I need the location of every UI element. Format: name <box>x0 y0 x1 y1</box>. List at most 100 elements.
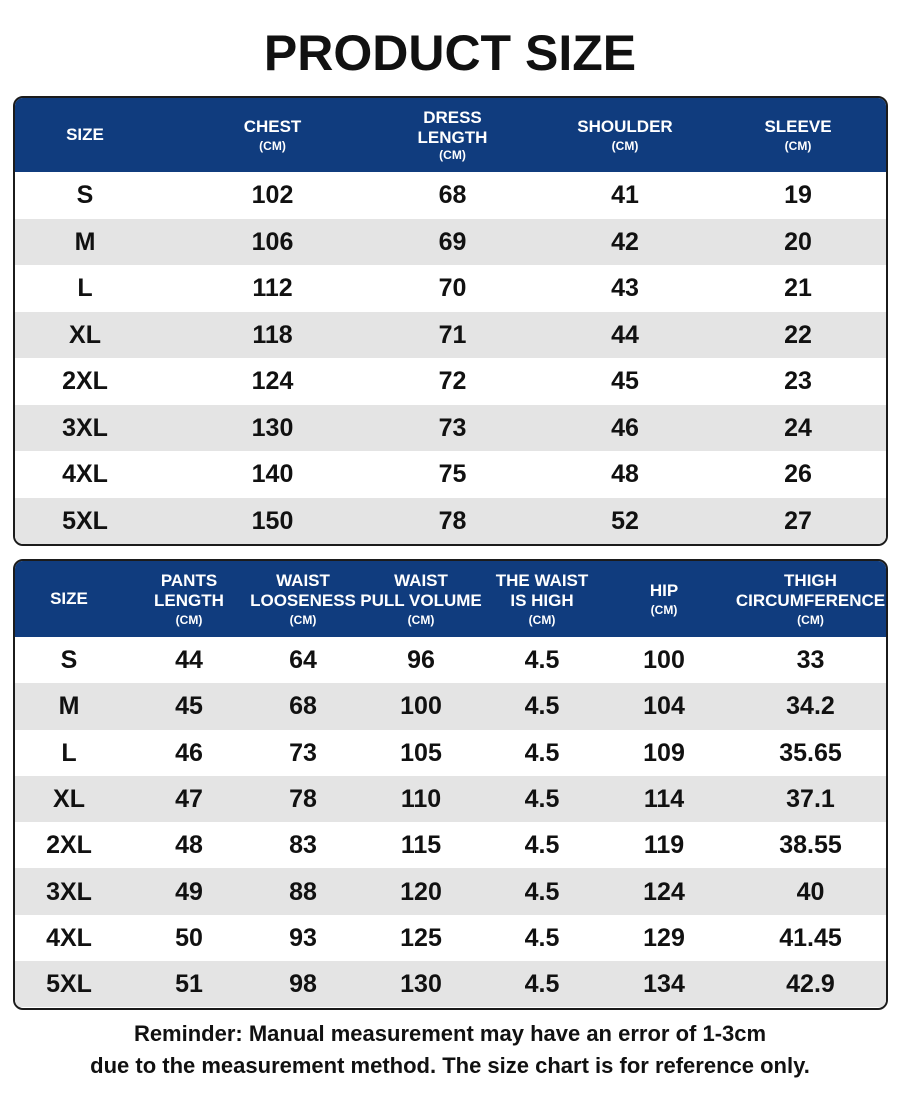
table-row: 5XL 150 78 52 27 <box>15 497 886 544</box>
table-body: S 102 68 41 19 M 106 69 42 20 L 112 70 43 21 XL 118 71 44 2… <box>15 172 886 544</box>
table-cell: 24 <box>784 413 812 442</box>
table-row: 2XL 48 83 115 4.5 119 38.55 <box>15 822 886 868</box>
table-cell: 104 <box>643 692 685 721</box>
table-row: M 45 68 100 4.5 104 34.2 <box>15 683 886 730</box>
bottom-size-table: SIZE PANTS LENGTH (CM) WAIST LOOSENESS (CM) WAI… <box>13 559 888 1010</box>
table-cell: 105 <box>400 738 442 767</box>
table-cell: 75 <box>438 460 467 489</box>
table-cell: 4.5 <box>524 692 560 721</box>
table-cell: 120 <box>400 877 442 906</box>
table-row: 3XL 130 73 46 24 <box>15 404 886 451</box>
table-cell: 3XL <box>62 413 108 442</box>
table-row: 5XL 51 98 130 4.5 134 42.9 <box>15 961 886 1008</box>
header-size: SIZE <box>66 125 104 144</box>
table-cell: 134 <box>643 970 685 999</box>
table-cell: S <box>76 181 94 210</box>
table-cell: 71 <box>438 320 467 349</box>
table-cell: 100 <box>400 692 442 721</box>
table-cell: 5XL <box>62 506 108 535</box>
table-cell: 93 <box>289 923 317 952</box>
table-cell: 102 <box>251 181 294 210</box>
table-cell: 140 <box>251 460 294 489</box>
table-cell: 130 <box>400 970 442 999</box>
table-cell: 130 <box>251 413 294 442</box>
table-cell: 72 <box>438 367 467 396</box>
table-cell: 46 <box>611 413 639 442</box>
table-cell: 96 <box>407 646 435 675</box>
table-header: SIZE CHEST (CM) DRESS LENGTH (CM) SHOULD… <box>15 98 886 172</box>
header-chest: CHEST (CM) <box>243 116 302 153</box>
table-cell: 129 <box>643 923 685 952</box>
table-cell: L <box>77 274 93 303</box>
table-cell: 78 <box>438 506 467 535</box>
table-row: XL 47 78 110 4.5 114 37.1 <box>15 775 886 823</box>
table-cell: 34.2 <box>786 692 835 721</box>
table-cell: 4.5 <box>524 923 560 952</box>
table-cell: 5XL <box>46 970 92 999</box>
table-body: S 44 64 96 4.5 100 33 M 45 68 100 4.5 104 34.2 L 46 73 10… <box>15 637 886 1008</box>
table-cell: 26 <box>784 460 812 489</box>
table-cell: 100 <box>643 646 685 675</box>
table-cell: 44 <box>175 646 203 675</box>
table-cell: 33 <box>796 646 825 675</box>
reminder-note: Reminder: Manual measurement may have an… <box>0 1018 900 1082</box>
table-cell: 73 <box>289 738 317 767</box>
table-cell: 52 <box>611 506 639 535</box>
table-cell: 19 <box>784 181 812 210</box>
table-cell: M <box>58 692 80 721</box>
table-cell: 118 <box>252 320 293 349</box>
reminder-line: Reminder: Manual measurement may have an… <box>133 1021 767 1046</box>
table-row: S 44 64 96 4.5 100 33 <box>15 637 886 683</box>
table-cell: 21 <box>784 274 812 303</box>
table-cell: 46 <box>175 738 203 767</box>
table-cell: 4.5 <box>524 646 560 675</box>
table-cell: 45 <box>175 692 203 721</box>
table-cell: XL <box>53 785 85 814</box>
table-cell: XL <box>69 320 101 349</box>
table-cell: 48 <box>175 831 203 860</box>
table-cell: 83 <box>289 831 317 860</box>
table-cell: 73 <box>438 413 467 442</box>
table-cell: 45 <box>611 367 639 396</box>
table-cell: 119 <box>643 831 685 860</box>
table-cell: 106 <box>251 227 294 256</box>
header-hip: HIP (CM) <box>649 580 679 617</box>
table-cell: 114 <box>643 785 685 814</box>
table-cell: 112 <box>252 274 293 303</box>
reminder-line: due to the measurement method. The size … <box>90 1053 810 1078</box>
table-cell: 150 <box>251 506 294 535</box>
table-row: 2XL 124 72 45 23 <box>15 358 886 405</box>
table-row: 4XL 140 75 48 26 <box>15 451 886 498</box>
table-cell: 125 <box>400 923 442 952</box>
table-cell: M <box>74 227 96 256</box>
table-cell: 88 <box>289 877 317 906</box>
header-thigh-circumference: THIGH CIRCUMFERENCE (CM) <box>735 570 886 627</box>
table-row: L 112 70 43 21 <box>15 265 886 312</box>
table-cell: 64 <box>289 646 317 675</box>
table-cell: 69 <box>438 227 467 256</box>
table-cell: 110 <box>400 785 442 814</box>
table-cell: 20 <box>784 227 812 256</box>
table-header: SIZE PANTS LENGTH (CM) WAIST LOOSENESS (CM) WAI… <box>15 561 886 637</box>
table-cell: 51 <box>175 970 203 999</box>
table-cell: 38.55 <box>779 831 842 860</box>
table-cell: 27 <box>784 506 812 535</box>
header-size: SIZE <box>50 589 88 608</box>
table-cell: 48 <box>611 460 639 489</box>
table-cell: 109 <box>643 738 685 767</box>
table-cell: S <box>60 646 78 675</box>
table-cell: 4.5 <box>524 877 560 906</box>
table-cell: 47 <box>175 785 203 814</box>
table-row: 3XL 49 88 120 4.5 124 40 <box>15 868 886 915</box>
table-cell: 4XL <box>62 460 108 489</box>
table-cell: 41 <box>611 181 639 210</box>
table-cell: 4.5 <box>524 738 560 767</box>
table-cell: 68 <box>438 181 467 210</box>
table-cell: 2XL <box>62 367 108 396</box>
table-cell: 3XL <box>46 877 92 906</box>
table-row: M 106 69 42 20 <box>15 218 886 265</box>
table-cell: 98 <box>289 970 317 999</box>
header-shoulder: SHOULDER (CM) <box>577 116 673 153</box>
header-dress-length: DRESS LENGTH (CM) <box>417 107 488 162</box>
page-title: PRODUCT SIZE <box>263 25 637 81</box>
